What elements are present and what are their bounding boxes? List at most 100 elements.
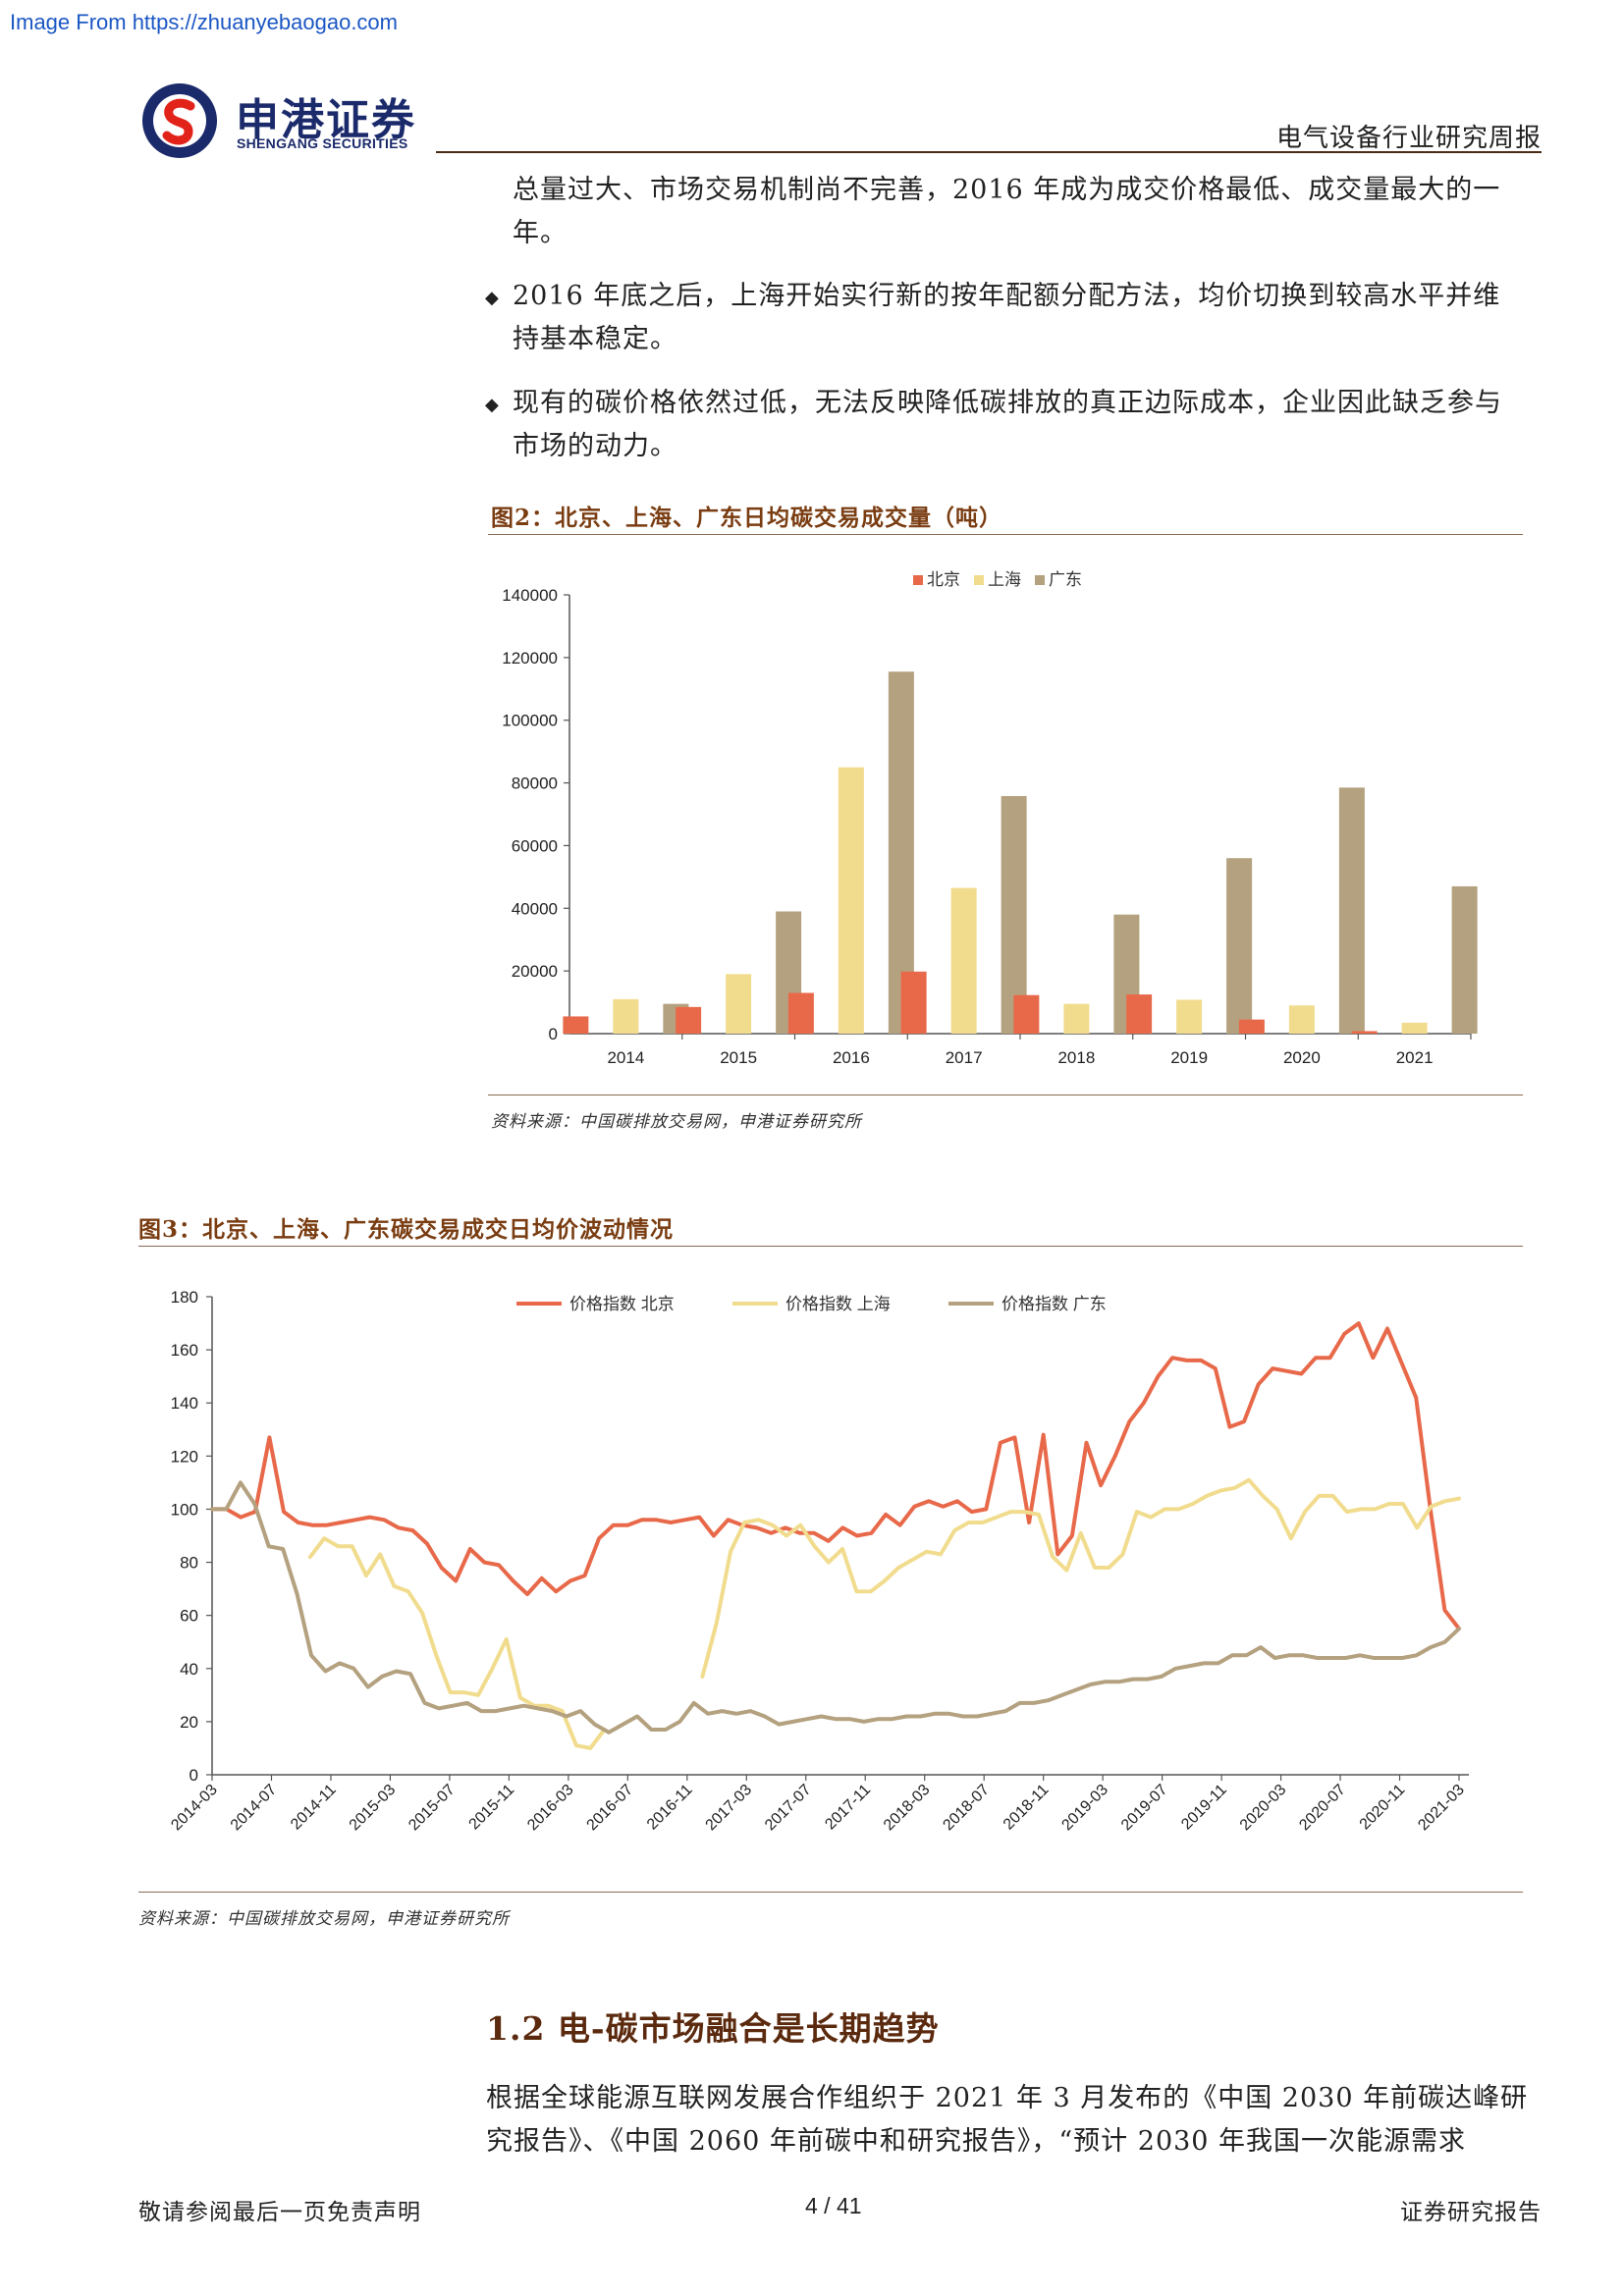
- paragraph-line: 总量过大、市场交易机制尚不完善，2016 年成为成交价格最低、成交量最大的一: [513, 175, 1501, 205]
- figure-3-bottom-rule: [138, 1892, 1523, 1893]
- paragraph-line: 根据全球能源互联网发展合作组织于 2021 年 3 月发布的《中国 2030 年…: [486, 2083, 1529, 2113]
- y-tick-label: 80: [180, 1554, 198, 1573]
- x-tick-label: 2014: [607, 1048, 644, 1067]
- y-tick-label: 80000: [512, 774, 558, 793]
- y-tick-label: 120: [171, 1447, 198, 1466]
- paragraph-line: 究报告》、《中国 2060 年前碳中和研究报告》，“预计 2030 年我国一次能…: [486, 2126, 1467, 2157]
- figure-2-title: 图2：北京、上海、广东日均碳交易成交量（吨）: [491, 505, 1003, 531]
- x-tick-label: 2021-03: [1415, 1782, 1468, 1835]
- x-tick-label: 2019-03: [1058, 1782, 1111, 1835]
- series-line: [210, 1480, 1461, 1735]
- x-tick-label: 2015: [720, 1048, 757, 1067]
- y-tick-label: 40: [180, 1660, 198, 1679]
- y-tick-label: 100: [171, 1500, 198, 1519]
- y-tick-label: 140000: [502, 586, 558, 605]
- bar-shanghai: [950, 887, 977, 1034]
- x-tick-label: 2019: [1170, 1048, 1208, 1067]
- x-tick-label: 2015-11: [466, 1782, 518, 1834]
- bar-guangdong: [1226, 858, 1253, 1034]
- x-tick-label: 2014-07: [228, 1782, 281, 1835]
- bar-beijing: [1351, 1031, 1378, 1034]
- bullet-line: 持基本稳定。: [513, 324, 677, 354]
- bar-beijing: [563, 1016, 589, 1034]
- bullet-line: 现有的碳价格依然过低，无法反映降低碳排放的真正边际成本，企业因此缺乏参与: [513, 388, 1502, 418]
- series-line: [307, 1477, 1461, 1750]
- figure-3-title: 图3：北京、上海、广东碳交易成交日均价波动情况: [138, 1216, 675, 1243]
- y-tick-label: 180: [171, 1288, 198, 1307]
- legend-swatch: [913, 575, 923, 585]
- bullet-marker: ◆: [485, 288, 499, 308]
- legend-swatch: [1035, 575, 1045, 585]
- x-tick-label: 2016-07: [584, 1782, 637, 1835]
- bar-guangdong: [1338, 787, 1365, 1034]
- bar-beijing: [1238, 1019, 1265, 1034]
- bar-beijing: [900, 971, 927, 1034]
- source-watermark: Image From https://zhuanyebaogao.com: [10, 10, 398, 34]
- y-tick-label: 60000: [512, 836, 558, 855]
- bullet-marker: ◆: [485, 395, 499, 415]
- x-tick-label: 2015-03: [347, 1782, 400, 1835]
- x-tick-label: 2016-11: [644, 1782, 696, 1834]
- x-tick-label: 2016: [833, 1048, 870, 1067]
- x-tick-label: 2019-11: [1178, 1782, 1230, 1834]
- figure-3-source: 资料来源：中国碳排放交易网，申港证券研究所: [138, 1909, 510, 1929]
- page-number: 4 / 41: [805, 2193, 862, 2218]
- legend-swatch: [974, 575, 984, 585]
- bar-beijing: [787, 992, 814, 1034]
- x-tick-label: 2020-11: [1357, 1782, 1409, 1834]
- logo-wordmark: 申港证券: [236, 96, 416, 144]
- bar-shanghai: [838, 767, 864, 1034]
- report-category-title: 电气设备行业研究周报: [1275, 124, 1542, 153]
- bar-beijing: [1126, 994, 1153, 1034]
- y-tick-label: 40000: [512, 899, 558, 918]
- legend-label: 价格指数 北京: [569, 1295, 675, 1313]
- bullet-line: 市场的动力。: [513, 431, 677, 461]
- report-type-label: 证券研究报告: [1400, 2200, 1542, 2225]
- y-tick-label: 20000: [512, 962, 558, 981]
- x-tick-label: 2017: [946, 1048, 983, 1067]
- x-tick-label: 2020: [1283, 1048, 1321, 1067]
- x-tick-label: 2016-03: [524, 1782, 577, 1835]
- x-tick-label: 2015-07: [406, 1782, 459, 1835]
- x-tick-label: 2014-11: [288, 1782, 340, 1834]
- bar-guangdong: [1001, 795, 1027, 1034]
- figure-2-source: 资料来源：中国碳排放交易网，申港证券研究所: [491, 1112, 862, 1132]
- legend-label: 价格指数 上海: [785, 1295, 891, 1313]
- bar-shanghai: [1063, 1003, 1090, 1034]
- x-tick-label: 2018-07: [940, 1782, 993, 1835]
- bar-chart: 0 20000 40000 60000 80000 100000 120000 140000 2…: [502, 570, 1478, 1067]
- y-tick-label: 120000: [502, 649, 558, 667]
- logo-english-name: SHENGANG SECURITIES: [237, 135, 408, 151]
- x-tick-label: 2014-03: [168, 1782, 221, 1835]
- y-tick-label: 20: [180, 1713, 198, 1732]
- paragraph-line: 年。: [513, 218, 568, 248]
- y-tick-label: 140: [171, 1394, 198, 1413]
- bar-beijing: [676, 1006, 702, 1034]
- legend-label: 北京: [927, 570, 960, 589]
- section-heading: 1.2 电-碳市场融合是长期趋势: [486, 2009, 940, 2048]
- bar-guangdong: [1451, 885, 1478, 1034]
- x-tick-label: 2018: [1057, 1048, 1095, 1067]
- figure-3-top-rule: [138, 1246, 1523, 1247]
- bar-shanghai: [726, 974, 752, 1034]
- disclaimer-note: 敬请参阅最后一页免责声明: [138, 2200, 421, 2225]
- series-line: [210, 1321, 1461, 1631]
- header-divider: [436, 151, 1542, 153]
- y-tick-label: 100000: [502, 712, 558, 730]
- x-tick-label: 2017-07: [762, 1782, 815, 1835]
- bar-beijing: [1013, 994, 1040, 1034]
- shengang-logo-icon: [142, 83, 217, 158]
- bar-shanghai: [1401, 1022, 1428, 1034]
- legend-label: 上海: [988, 570, 1021, 589]
- y-tick-label: 60: [180, 1607, 198, 1626]
- legend-label: 广东: [1049, 570, 1082, 589]
- x-tick-label: 2021: [1396, 1048, 1434, 1067]
- x-tick-label: 2019-07: [1118, 1782, 1171, 1835]
- x-tick-label: 2018-03: [881, 1782, 934, 1835]
- x-tick-label: 2018-11: [1001, 1782, 1053, 1834]
- y-tick-label: 0: [549, 1025, 558, 1043]
- x-tick-label: 2020-03: [1237, 1782, 1290, 1835]
- legend-label: 价格指数 广东: [1001, 1295, 1107, 1313]
- bar-shanghai: [613, 998, 639, 1034]
